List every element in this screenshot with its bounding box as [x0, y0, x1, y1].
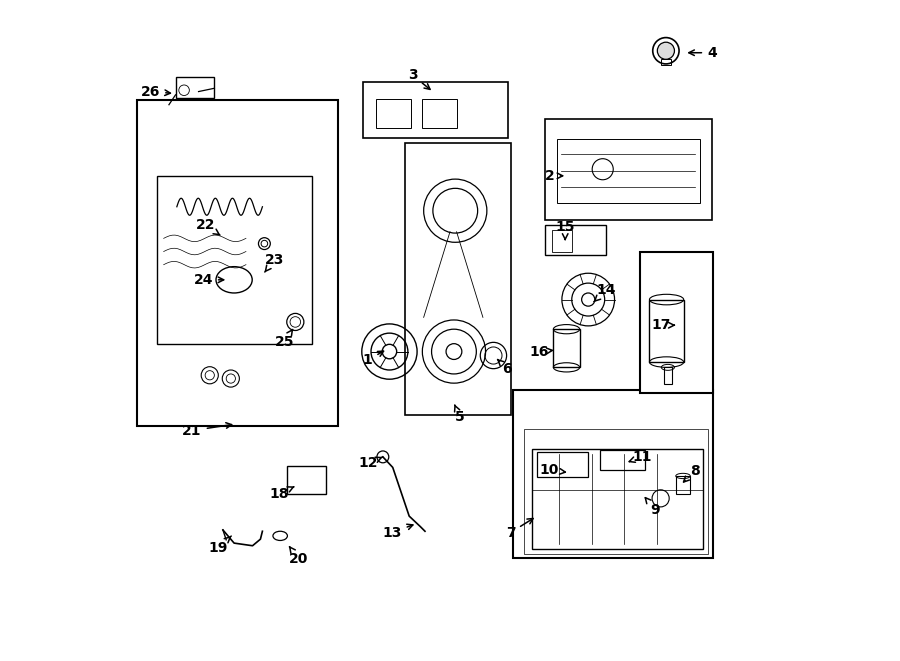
Text: 14: 14: [594, 283, 616, 301]
Text: 1: 1: [363, 351, 383, 367]
Text: 22: 22: [195, 218, 220, 235]
Text: 8: 8: [683, 464, 699, 482]
Text: 3: 3: [408, 68, 430, 89]
Text: 18: 18: [269, 486, 294, 501]
Bar: [512, 390, 714, 558]
Bar: [640, 252, 714, 393]
Text: 4: 4: [688, 46, 716, 59]
Bar: [556, 139, 700, 204]
Text: 20: 20: [289, 547, 309, 566]
Text: 17: 17: [651, 318, 674, 332]
Bar: [422, 99, 456, 128]
Bar: [676, 476, 690, 494]
Bar: [600, 450, 644, 470]
Bar: [138, 100, 338, 426]
Bar: [554, 329, 580, 368]
Bar: [661, 59, 671, 65]
Bar: [176, 77, 213, 98]
Text: 11: 11: [629, 450, 652, 464]
Text: 16: 16: [529, 344, 553, 358]
Bar: [552, 230, 572, 252]
Text: 23: 23: [265, 253, 284, 272]
Text: 12: 12: [358, 457, 382, 471]
Bar: [537, 451, 589, 477]
Text: 9: 9: [645, 498, 661, 516]
Bar: [376, 99, 410, 128]
Text: 15: 15: [555, 219, 575, 239]
Text: 7: 7: [506, 518, 533, 539]
Text: 2: 2: [545, 169, 562, 183]
Bar: [664, 368, 672, 385]
Circle shape: [657, 42, 674, 59]
Text: 24: 24: [194, 273, 224, 287]
Text: 6: 6: [498, 360, 512, 375]
Text: 25: 25: [274, 329, 294, 349]
Bar: [287, 466, 326, 494]
Bar: [545, 225, 606, 255]
Text: 10: 10: [539, 463, 565, 477]
Bar: [650, 299, 684, 362]
Text: 13: 13: [382, 524, 413, 539]
Text: 5: 5: [454, 405, 464, 424]
Text: 19: 19: [209, 536, 231, 555]
Text: 21: 21: [182, 422, 231, 438]
Text: 26: 26: [140, 85, 170, 98]
